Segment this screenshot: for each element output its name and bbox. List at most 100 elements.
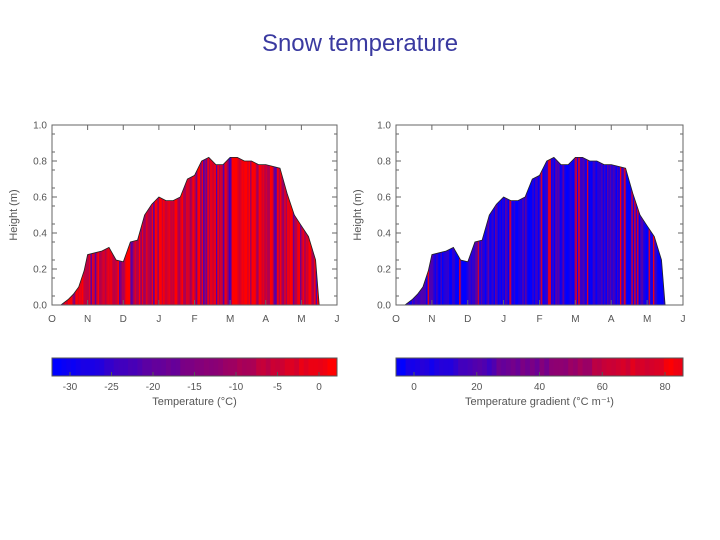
snow-column bbox=[519, 157, 522, 305]
colorbar-segment bbox=[635, 358, 641, 376]
colorbar-segment bbox=[596, 358, 603, 376]
colorbar-segment bbox=[170, 358, 176, 376]
colorbar-segment bbox=[118, 358, 124, 376]
colorbar-segment bbox=[616, 358, 622, 376]
colorbar-tick-label: -25 bbox=[104, 382, 119, 393]
snow-column bbox=[232, 157, 235, 305]
snow-column bbox=[632, 157, 635, 305]
snow-column bbox=[201, 157, 204, 305]
colorbar-segment bbox=[175, 358, 181, 376]
colorbar-segment bbox=[218, 358, 224, 376]
snow-column bbox=[638, 157, 641, 305]
snow-column bbox=[187, 157, 190, 305]
snow-column bbox=[555, 157, 558, 305]
colorbar-segment bbox=[534, 358, 540, 376]
colorbar-segment bbox=[577, 358, 584, 376]
snow-column bbox=[495, 157, 498, 305]
snow-column bbox=[241, 157, 244, 305]
snow-column bbox=[563, 157, 566, 305]
snow-column bbox=[629, 157, 632, 305]
snow-column bbox=[526, 157, 529, 305]
colorbar-segment bbox=[462, 358, 469, 376]
colorbar-segment bbox=[630, 358, 636, 376]
snow-column bbox=[645, 157, 648, 305]
colorbar-segment bbox=[147, 358, 153, 376]
snow-column bbox=[512, 157, 515, 305]
y-tick-label: 0.8 bbox=[377, 157, 391, 168]
snow-column bbox=[237, 157, 240, 305]
y-tick-label: 0.0 bbox=[377, 301, 391, 312]
snow-column bbox=[178, 157, 181, 305]
snow-column bbox=[297, 157, 300, 305]
snow-column bbox=[533, 157, 536, 305]
snow-column bbox=[288, 157, 291, 305]
snow-column bbox=[67, 157, 70, 305]
snow-column bbox=[516, 157, 519, 305]
colorbar-segment bbox=[256, 358, 262, 376]
snow-column bbox=[601, 157, 604, 305]
snow-column bbox=[294, 157, 297, 305]
colorbar-segment bbox=[185, 358, 191, 376]
colorbar-tick-label: 40 bbox=[534, 382, 546, 393]
colorbar-segment bbox=[189, 358, 195, 376]
colorbar-segment bbox=[625, 358, 631, 376]
snow-column bbox=[224, 157, 227, 305]
snow-column bbox=[579, 157, 582, 305]
snow-column bbox=[302, 157, 305, 305]
snow-column bbox=[272, 157, 275, 305]
snow-column bbox=[208, 157, 211, 305]
colorbar-segment bbox=[180, 358, 186, 376]
colorbar-segment bbox=[443, 358, 450, 376]
colorbar-segment bbox=[434, 358, 440, 376]
snow-column bbox=[594, 157, 597, 305]
snow-column bbox=[492, 157, 495, 305]
snow-column bbox=[406, 157, 409, 305]
snow-column bbox=[318, 157, 320, 305]
snow-column bbox=[562, 157, 565, 305]
snow-column bbox=[250, 157, 253, 305]
x-tick-label: F bbox=[191, 314, 197, 325]
snow-column bbox=[71, 157, 74, 305]
x-tick-label: O bbox=[48, 314, 56, 325]
colorbar-segment bbox=[199, 358, 205, 376]
colorbar-tick-label: -20 bbox=[146, 382, 161, 393]
snow-column bbox=[61, 157, 64, 305]
snow-column bbox=[591, 157, 594, 305]
snow-column bbox=[258, 157, 261, 305]
snow-column bbox=[538, 157, 541, 305]
snow-column bbox=[203, 157, 206, 305]
snow-column bbox=[505, 157, 508, 305]
snow-column bbox=[417, 157, 420, 305]
snow-column bbox=[231, 157, 234, 305]
snow-column bbox=[177, 157, 180, 305]
snow-column bbox=[506, 157, 509, 305]
snow-column bbox=[63, 157, 66, 305]
colorbar-segment bbox=[265, 358, 271, 376]
snow-column bbox=[592, 157, 595, 305]
colorbar-segment bbox=[606, 358, 612, 376]
snow-column bbox=[251, 157, 254, 305]
snow-column bbox=[287, 157, 290, 305]
snow-column bbox=[553, 157, 556, 305]
colorbar-segment bbox=[510, 358, 517, 376]
snow-column bbox=[200, 157, 203, 305]
y-tick-label: 0.0 bbox=[33, 301, 47, 312]
snow-column bbox=[545, 157, 548, 305]
temperature-gradient-panel: 0.0 0.2 0.4 0.6 0.8 1.0 O N D J F M A M J Height (m) 0 20… bbox=[352, 121, 686, 409]
colorbar-tick-label: -10 bbox=[229, 382, 244, 393]
snow-column bbox=[66, 157, 69, 305]
y-tick-label: 0.6 bbox=[377, 193, 391, 204]
snow-column bbox=[616, 157, 620, 305]
colorbar-segment bbox=[166, 358, 172, 376]
snow-column bbox=[565, 157, 568, 305]
snow-column bbox=[484, 157, 488, 305]
colorbar-segment bbox=[491, 358, 497, 376]
snow-column bbox=[188, 157, 191, 305]
snow-column bbox=[205, 157, 208, 305]
snow-column bbox=[281, 157, 284, 305]
snow-column bbox=[76, 157, 79, 305]
colorbar-segment bbox=[71, 358, 77, 376]
snow-column bbox=[143, 157, 146, 305]
colorbar-segment bbox=[419, 358, 426, 376]
colorbar-segment bbox=[208, 358, 214, 376]
